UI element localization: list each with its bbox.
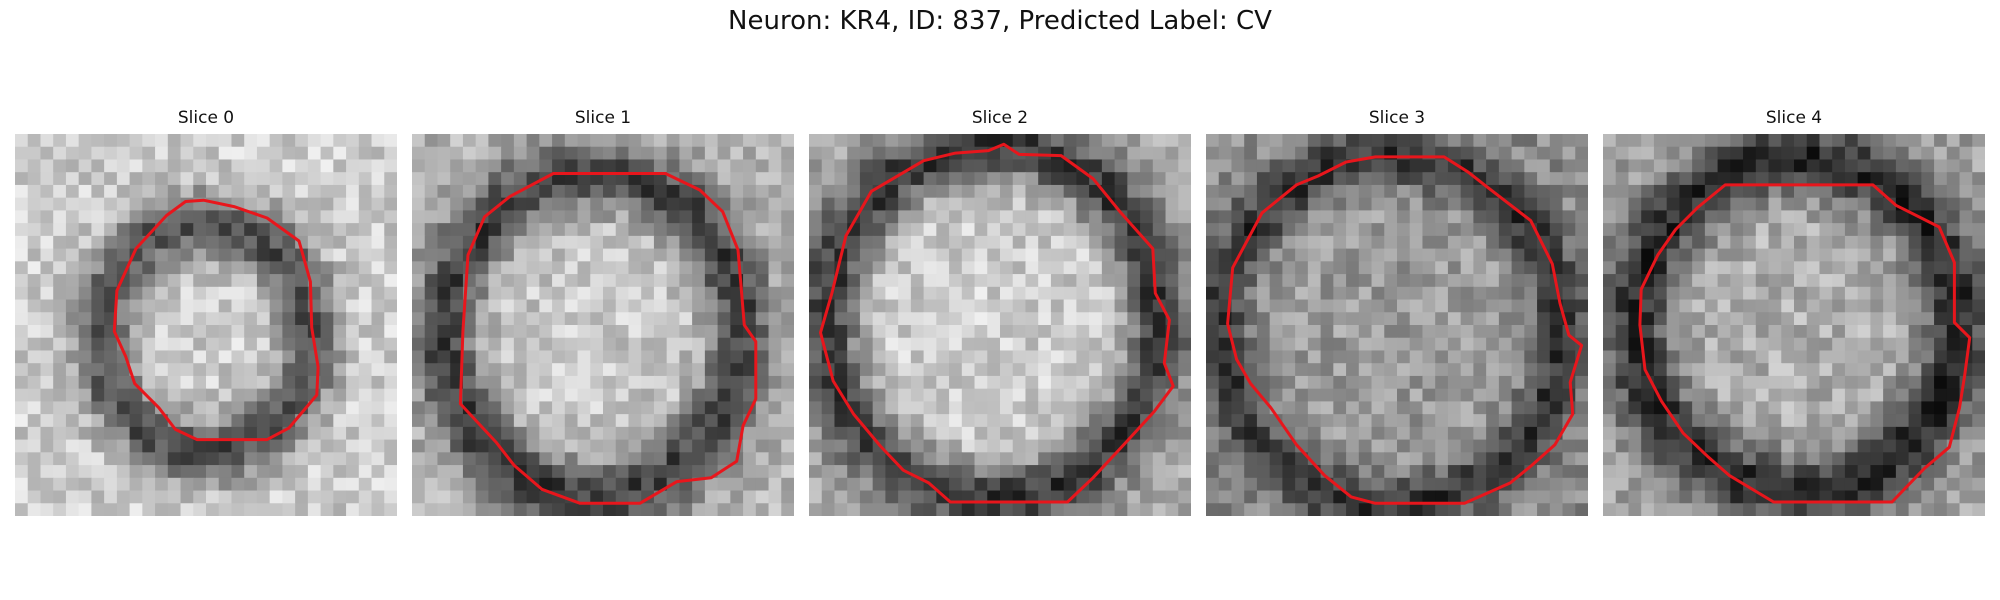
microscopy-slice-image (412, 134, 794, 516)
slice-title: Slice 2 (971, 108, 1029, 128)
slice-image (809, 134, 1191, 516)
pixel-grid (412, 134, 794, 516)
pixel-grid (1206, 134, 1588, 516)
pixel-grid (15, 134, 397, 516)
segmentation-contour (112, 198, 320, 442)
segmentation-contour (1226, 155, 1584, 505)
slice-image (412, 134, 794, 516)
slice-image (1603, 134, 1985, 516)
segmentation-contour (819, 142, 1175, 504)
slice-title: Slice 1 (574, 108, 632, 128)
pixel-grid (809, 134, 1191, 516)
slice-image (15, 134, 397, 516)
segmentation-contour (1638, 183, 1972, 504)
slice-title: Slice 0 (177, 108, 235, 128)
microscopy-slice-image (1603, 134, 1985, 516)
pixel-grid (1603, 134, 1985, 516)
microscopy-slice-image (15, 134, 397, 516)
slice-title: Slice 3 (1368, 108, 1426, 128)
slice-title: Slice 4 (1765, 108, 1823, 128)
segmentation-contour (458, 172, 758, 505)
microscopy-slice-image (1206, 134, 1588, 516)
microscopy-slice-image (809, 134, 1191, 516)
figure-title: Neuron: KR4, ID: 837, Predicted Label: C… (728, 6, 1272, 36)
slice-image (1206, 134, 1588, 516)
